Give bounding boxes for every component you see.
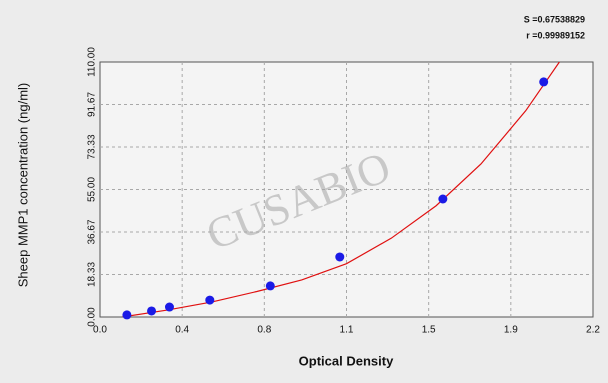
y-axis-label: Sheep MMP1 concentration (ng/ml) [15, 83, 30, 287]
annotation: S =0.67538829 [524, 14, 585, 24]
data-point [164, 302, 174, 312]
data-point [438, 194, 448, 204]
y-tick-label: 18.33 [87, 262, 98, 287]
y-tick-label: 73.33 [87, 134, 98, 159]
x-tick-label: 2.2 [586, 325, 600, 336]
data-point [147, 306, 157, 316]
y-tick-label: 55.00 [87, 177, 98, 202]
data-point [265, 281, 275, 291]
data-point [122, 310, 132, 320]
annotation: r =0.99989152 [526, 30, 585, 40]
x-tick-label: 0.4 [175, 325, 189, 336]
data-point [205, 295, 215, 305]
data-point [335, 252, 345, 262]
y-tick-label: 36.67 [87, 219, 98, 244]
data-point [539, 77, 549, 87]
x-tick-label: 0.8 [257, 325, 271, 336]
y-tick-label: 91.67 [87, 92, 98, 117]
x-tick-label: 1.5 [422, 325, 436, 336]
x-tick-label: 1.1 [340, 325, 354, 336]
y-tick-label: 0.00 [87, 307, 98, 327]
x-axis-label: Optical Density [299, 353, 394, 368]
y-tick-label: 110.00 [87, 47, 98, 77]
x-tick-label: 0.0 [93, 325, 107, 336]
x-tick-label: 1.9 [504, 325, 518, 336]
fit-curve [122, 62, 560, 317]
